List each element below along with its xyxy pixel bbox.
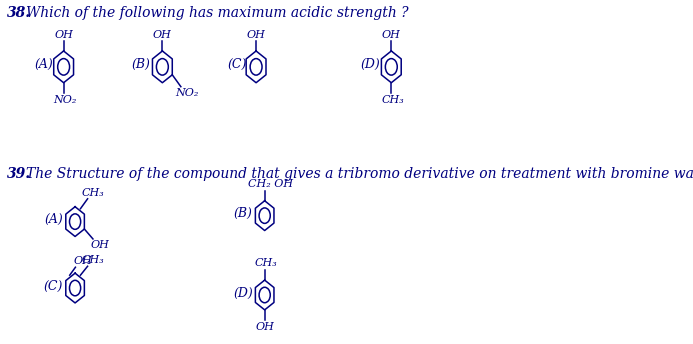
- Text: (B): (B): [132, 58, 150, 71]
- Text: CH₃: CH₃: [255, 258, 277, 268]
- Text: 39.: 39.: [7, 167, 31, 181]
- Text: OH: OH: [247, 30, 265, 40]
- Text: 38.: 38.: [7, 6, 31, 20]
- Text: (D): (D): [360, 58, 380, 71]
- Text: Which of the following has maximum acidic strength ?: Which of the following has maximum acidi…: [26, 6, 409, 20]
- Text: OH: OH: [73, 256, 92, 266]
- Text: (C): (C): [44, 280, 63, 292]
- Text: (D): (D): [234, 287, 253, 300]
- Text: The Structure of the compound that gives a tribromo derivative on treatment with: The Structure of the compound that gives…: [26, 167, 693, 181]
- Text: OH: OH: [382, 30, 401, 40]
- Text: (C): (C): [228, 58, 247, 71]
- Text: OH: OH: [153, 30, 172, 40]
- Text: (B): (B): [234, 207, 253, 220]
- Text: OH: OH: [54, 30, 73, 40]
- Text: CH₂ OH: CH₂ OH: [248, 179, 293, 189]
- Text: NO₂: NO₂: [53, 95, 77, 105]
- Text: NO₂: NO₂: [175, 88, 198, 98]
- Text: CH₃: CH₃: [381, 95, 404, 105]
- Text: CH₃: CH₃: [82, 255, 105, 265]
- Text: (A): (A): [44, 213, 63, 226]
- Text: (A): (A): [34, 58, 53, 71]
- Text: CH₃: CH₃: [82, 188, 105, 198]
- Text: OH: OH: [255, 322, 274, 332]
- Text: OH: OH: [91, 240, 109, 250]
